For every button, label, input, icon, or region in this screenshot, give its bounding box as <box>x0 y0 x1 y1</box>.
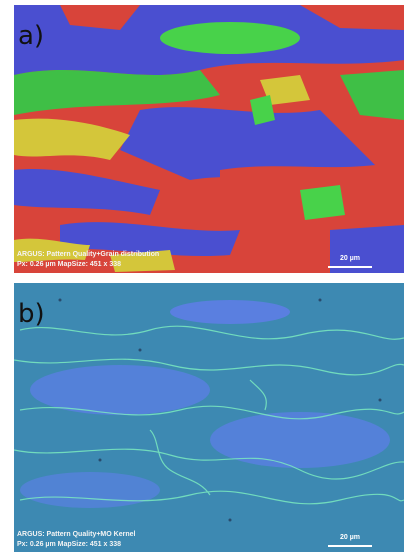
figure: a) ARGUS: Pattern Quality+Grain distribu… <box>0 0 406 554</box>
scale-bar-label: 20 µm <box>340 534 360 541</box>
caption: ARGUS: Pattern Quality+Grain distributio… <box>17 251 159 258</box>
caption: Px: 0.26 µm MapSize: 451 x 338 <box>17 261 121 268</box>
panel-a-map <box>14 5 404 273</box>
panel-label: b) <box>18 299 45 329</box>
caption: Px: 0.26 µm MapSize: 451 x 338 <box>17 541 121 548</box>
panel-label: a) <box>18 21 44 51</box>
scale-bar-label: 20 µm <box>340 255 360 262</box>
panel-b-map <box>14 283 404 552</box>
caption: ARGUS: Pattern Quality+MO Kernel <box>17 531 135 538</box>
